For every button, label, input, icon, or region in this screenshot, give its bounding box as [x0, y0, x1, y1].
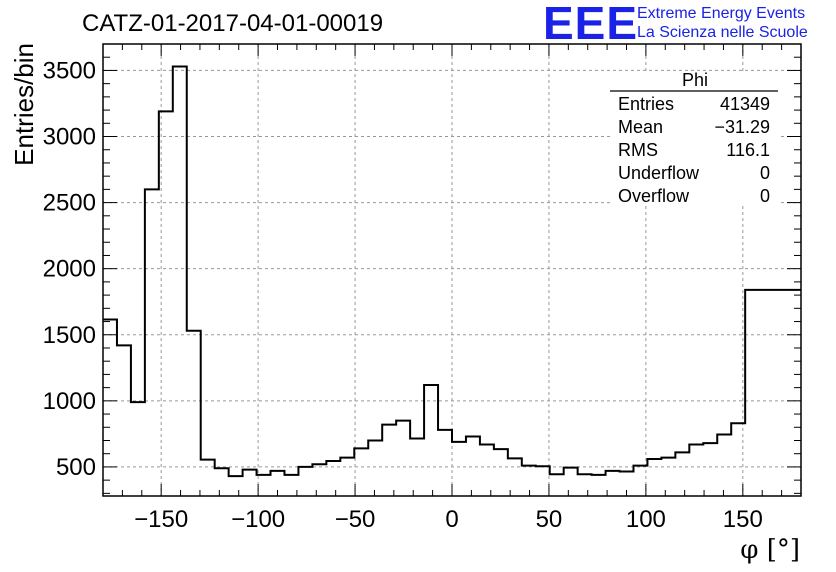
- histogram-bin: [187, 331, 201, 496]
- histogram-bin: [773, 290, 787, 496]
- x-axis-label: φ [°]: [740, 535, 800, 565]
- y-tick-label: 2000: [43, 256, 96, 283]
- histogram-bin: [173, 66, 187, 496]
- y-tick-label: 1500: [43, 322, 96, 349]
- x-tick-label: 0: [445, 506, 458, 533]
- histogram-bin: [424, 385, 438, 496]
- histogram-bin: [103, 320, 117, 496]
- stats-box: [610, 72, 780, 206]
- histogram-bin: [675, 452, 689, 496]
- x-tick-label: 150: [723, 506, 763, 533]
- stats-row-value: 0: [760, 163, 770, 183]
- y-tick-label: 3500: [43, 57, 96, 84]
- histogram-bin: [326, 461, 340, 496]
- histogram-bin: [340, 458, 354, 496]
- stats-row-label: Entries: [618, 94, 674, 114]
- stats-row-label: RMS: [618, 140, 658, 160]
- histogram-bin: [745, 290, 759, 496]
- y-tick-label: 2500: [43, 190, 96, 217]
- x-tick-label: −100: [231, 506, 285, 533]
- histogram-bin: [550, 474, 564, 496]
- stats-row-value: 0: [760, 186, 770, 206]
- histogram-bin: [592, 475, 606, 496]
- histogram-bin: [117, 345, 131, 496]
- histogram-bin: [159, 111, 173, 496]
- x-tick-label: −50: [335, 506, 376, 533]
- histogram-bin: [466, 437, 480, 496]
- stats-box-title: Phi: [682, 70, 708, 90]
- histogram-bin: [229, 476, 243, 496]
- stats-row-value: −31.29: [714, 117, 770, 137]
- histogram-bin: [396, 421, 410, 496]
- histogram-bin: [578, 474, 592, 496]
- stats-row-value: 116.1: [726, 140, 770, 160]
- histogram-bin: [284, 475, 298, 496]
- y-tick-label: 3000: [43, 124, 96, 151]
- histogram-bin: [564, 468, 578, 496]
- histogram-bin: [131, 402, 145, 496]
- histogram-bin: [633, 466, 647, 496]
- histogram-bin: [438, 430, 452, 496]
- histogram-bin: [145, 189, 159, 496]
- histogram-bin: [452, 442, 466, 496]
- histogram-bin: [243, 470, 257, 496]
- histogram-bin: [201, 460, 215, 496]
- histogram-bin: [522, 466, 536, 496]
- logo-line-2: La Scienza nelle Scuole: [637, 24, 808, 41]
- x-tick-label: 100: [626, 506, 666, 533]
- histogram-bin: [382, 425, 396, 496]
- histogram-bin: [661, 458, 675, 496]
- histogram-bin: [689, 444, 703, 496]
- histogram-bin: [717, 435, 731, 496]
- chart-title: CATZ-01-2017-04-01-00019: [82, 10, 384, 37]
- y-tick-label: 1000: [43, 388, 96, 415]
- histogram-bin: [480, 444, 494, 496]
- histogram-bin: [257, 475, 271, 496]
- x-tick-label: 50: [536, 506, 563, 533]
- x-tick-label: −150: [134, 506, 188, 533]
- stats-row-value: 41349: [720, 94, 770, 114]
- histogram-bin: [759, 290, 773, 496]
- histogram-bin: [647, 459, 661, 496]
- histogram-bin: [787, 290, 801, 496]
- y-tick-label: 500: [56, 454, 96, 481]
- histogram-bin: [494, 449, 508, 496]
- histogram-bin: [410, 439, 424, 496]
- histogram-bin: [312, 464, 326, 496]
- eee-logo: EEE: [543, 0, 639, 49]
- histogram-line: [103, 65, 801, 478]
- histogram-bin: [703, 443, 717, 496]
- histogram-bin: [368, 440, 382, 496]
- histogram-bin: [536, 466, 550, 496]
- histogram-bin: [354, 448, 368, 496]
- histogram-bin: [298, 467, 312, 496]
- stats-row-label: Underflow: [618, 163, 700, 183]
- logo-line-1: Extreme Energy Events: [637, 5, 806, 22]
- stats-row-label: Overflow: [618, 186, 690, 206]
- histogram-bin: [606, 471, 620, 496]
- y-axis-label: Entries/bin: [9, 43, 39, 166]
- stats-row-label: Mean: [618, 117, 663, 137]
- histogram-bin: [215, 468, 229, 496]
